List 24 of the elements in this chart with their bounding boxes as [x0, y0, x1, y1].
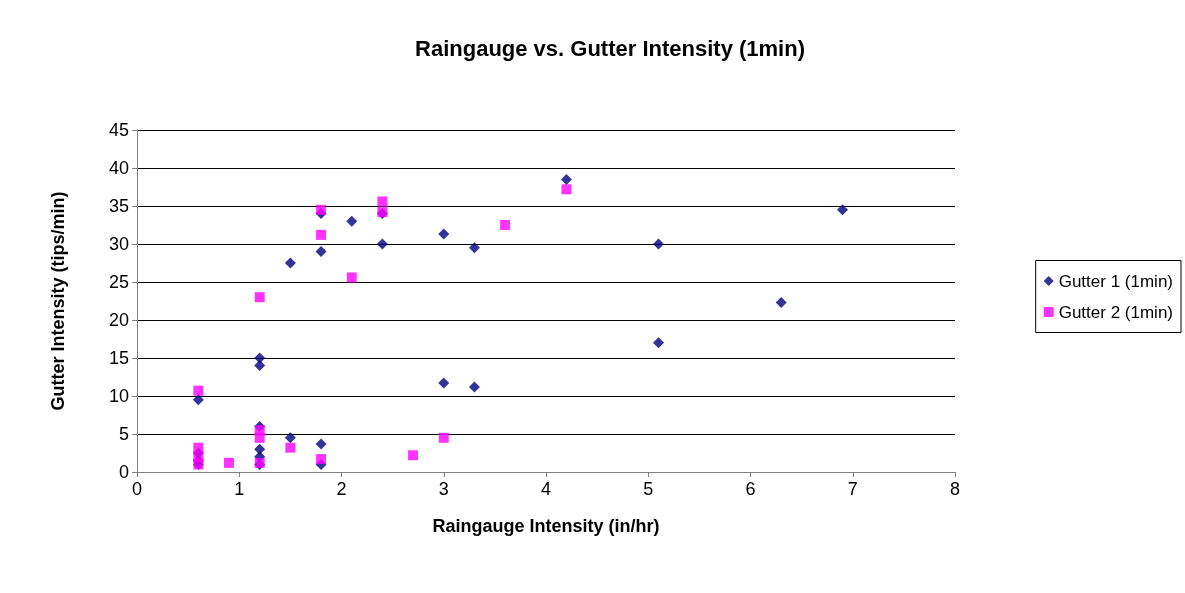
x-axis-title: Raingauge Intensity (in/hr): [432, 516, 660, 536]
y-tick-label: 15: [108, 348, 129, 368]
x-tick-label: 0: [131, 479, 143, 499]
y-tick-label: 20: [108, 310, 129, 330]
x-tick-label: 1: [234, 479, 245, 499]
x-tick-label: 8: [949, 479, 961, 499]
x-tick-label: 2: [336, 479, 347, 499]
y-tick-label: 40: [108, 158, 129, 178]
x-tick-label: 7: [847, 479, 858, 499]
x-tick-label: 5: [643, 479, 654, 499]
x-tick-label: 3: [438, 479, 449, 499]
y-tick-label: 10: [108, 386, 129, 406]
x-tick-label: 6: [745, 479, 756, 499]
y-tick-label: 30: [108, 234, 129, 254]
y-tick-label: 45: [108, 120, 129, 140]
y-tick-label: 5: [118, 424, 129, 444]
y-tick-label: 0: [118, 462, 129, 482]
chart-title: Raingauge vs. Gutter Intensity (1min): [415, 35, 805, 61]
y-tick-label: 35: [108, 196, 129, 216]
x-tick-label: 4: [540, 479, 552, 499]
legend-label: Gutter 1 (1min): [1058, 271, 1173, 291]
legend-label: Gutter 2 (1min): [1058, 302, 1173, 322]
y-tick-label: 25: [108, 272, 129, 292]
y-axis-title: Gutter Intensity (tips/min): [48, 191, 68, 411]
